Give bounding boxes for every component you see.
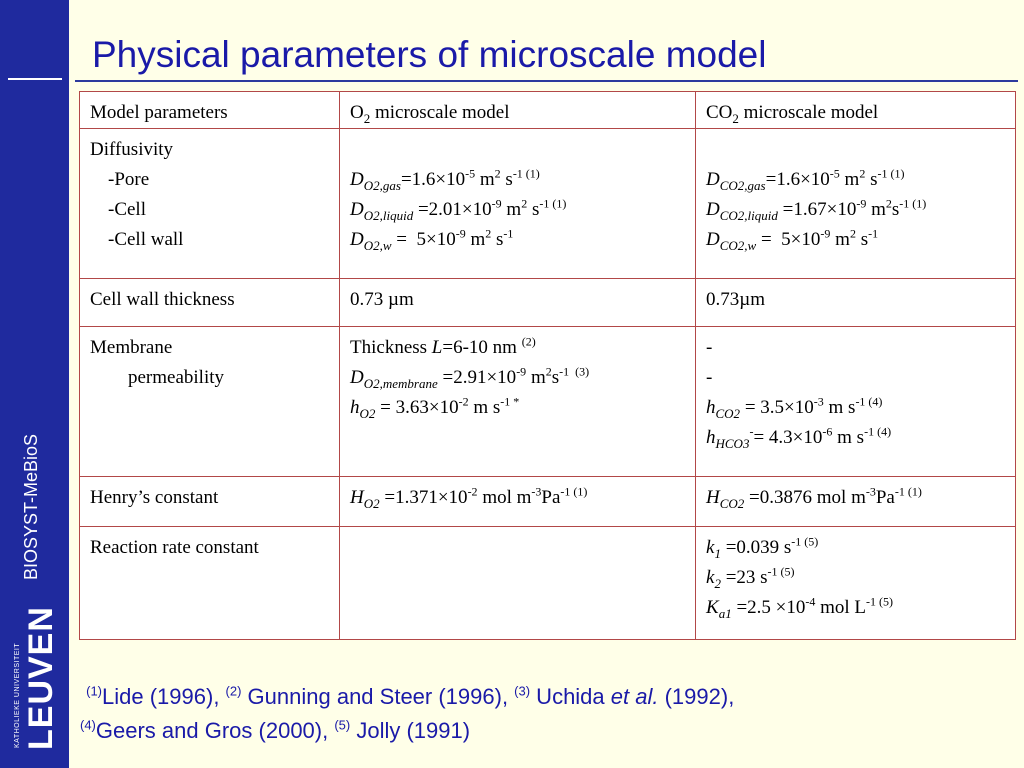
table-row-diffusivity: Diffusivity -Pore -Cell -Cell wall DO2,g…: [79, 128, 1016, 279]
cell-henry-co2: HCO2 =0.3876 mol m-3Pa-1 (1): [695, 476, 1016, 527]
header-o2-model: O2 microscale model: [339, 91, 696, 129]
header-model-parameters: Model parameters: [79, 91, 340, 129]
cell-membrane-co2: - - hCO2 = 3.5×10-3 m s-1 (4) hHCO3-= 4.…: [695, 326, 1016, 477]
cell-henry-label: Henry’s constant: [79, 476, 340, 527]
sidebar: BIOSYST-MeBioS KATHOLIEKE UNIVERSITEIT L…: [0, 0, 69, 768]
references: (1)Lide (1996), (2) Gunning and Steer (1…: [80, 683, 735, 743]
cell-membrane-label: Membrane permeability: [79, 326, 340, 477]
table-row-cell-wall-thickness: Cell wall thickness 0.73 µm 0.73µm: [79, 278, 1016, 327]
cell-diffusivity-o2: DO2,gas=1.6×10-5 m2 s-1 (1) DO2,liquid =…: [339, 128, 696, 279]
cell-reaction-co2: k1 =0.039 s-1 (5) k2 =23 s-1 (5) Ka1 =2.…: [695, 526, 1016, 640]
header-co2-model: CO2 microscale model: [695, 91, 1016, 129]
table-row-membrane: Membrane permeability Thickness L=6-10 n…: [79, 326, 1016, 477]
cell-reaction-o2: [339, 526, 696, 640]
slide-title: Physical parameters of microscale model: [92, 34, 767, 75]
university-logo: LEUVEN: [22, 606, 60, 750]
sidebar-dash: [8, 78, 62, 80]
cell-wall-thickness-o2: 0.73 µm: [339, 278, 696, 327]
cell-membrane-o2: Thickness L=6-10 nm (2) DO2,membrane =2.…: [339, 326, 696, 477]
table-row-reaction-rate: Reaction rate constant k1 =0.039 s-1 (5)…: [79, 526, 1016, 640]
sidebar-brand: BIOSYST-MeBioS: [21, 433, 41, 580]
cell-wall-thickness-co2: 0.73µm: [695, 278, 1016, 327]
cell-wall-thickness-label: Cell wall thickness: [79, 278, 340, 327]
cell-henry-o2: HO2 =1.371×10-2 mol m-3Pa-1 (1): [339, 476, 696, 527]
university-name: KATHOLIEKE UNIVERSITEIT: [14, 642, 21, 748]
cell-diffusivity-label: Diffusivity -Pore -Cell -Cell wall: [79, 128, 340, 279]
title-rule: [75, 80, 1018, 82]
cell-reaction-label: Reaction rate constant: [79, 526, 340, 640]
parameters-table: Model parameters O2 microscale model CO2…: [79, 91, 1016, 640]
cell-diffusivity-co2: DCO2,gas=1.6×10-5 m2 s-1 (1) DCO2,liquid…: [695, 128, 1016, 279]
table-header-row: Model parameters O2 microscale model CO2…: [79, 91, 1016, 129]
table-row-henry: Henry’s constant HO2 =1.371×10-2 mol m-3…: [79, 476, 1016, 527]
